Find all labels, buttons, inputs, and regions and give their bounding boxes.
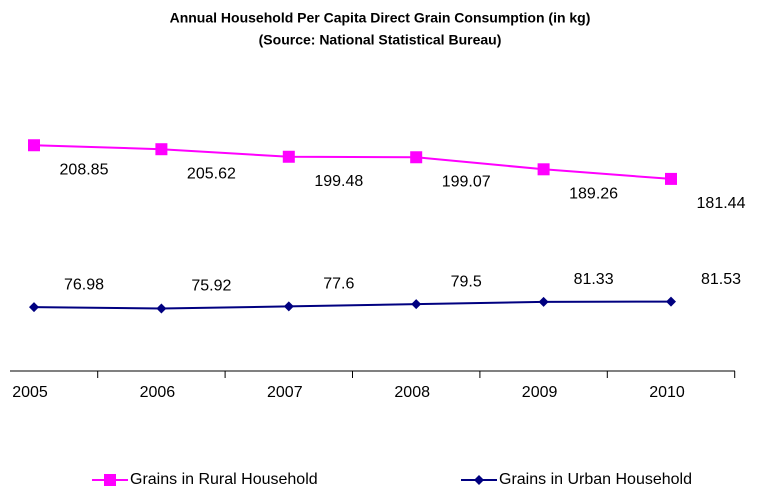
point [411,299,422,310]
point [29,302,39,313]
x-tick-label: 2010 [649,384,685,401]
data-label: 81.33 [574,271,614,288]
data-label: 205.62 [187,165,236,182]
legend-label: Grains in Rural Household [130,471,318,488]
point [283,301,294,312]
x-tick-label: 2009 [522,384,558,401]
series-line [33,300,672,310]
point [474,475,484,485]
point [282,150,295,163]
x-tick-label: 2006 [140,384,176,401]
data-label: 181.44 [697,195,746,212]
chart-subtitle: (Source: National Statistical Bureau) [259,32,502,48]
legend-label: Grains in Urban Household [499,471,692,488]
data-label: 75.92 [191,278,231,295]
point [665,172,677,185]
x-tick-label: 2005 [12,384,48,401]
point [410,151,423,164]
point [538,296,549,307]
data-label: 189.26 [569,186,618,203]
data-label: 77.6 [323,276,354,293]
point [156,303,167,314]
data-label: 76.98 [64,276,104,293]
chart-title: Annual Household Per Capita Direct Grain… [170,10,591,26]
point [28,139,40,152]
point [537,163,550,176]
x-tick-label: 2007 [267,384,303,401]
x-tick-label: 2008 [394,384,430,401]
data-label: 81.53 [701,271,741,288]
data-label: 199.07 [442,173,491,190]
point [104,474,116,486]
data-label: 199.48 [314,173,363,190]
point [155,143,168,156]
series-line [33,144,672,180]
data-label: 208.85 [60,161,109,178]
point [666,296,676,307]
data-label: 79.5 [451,273,482,290]
